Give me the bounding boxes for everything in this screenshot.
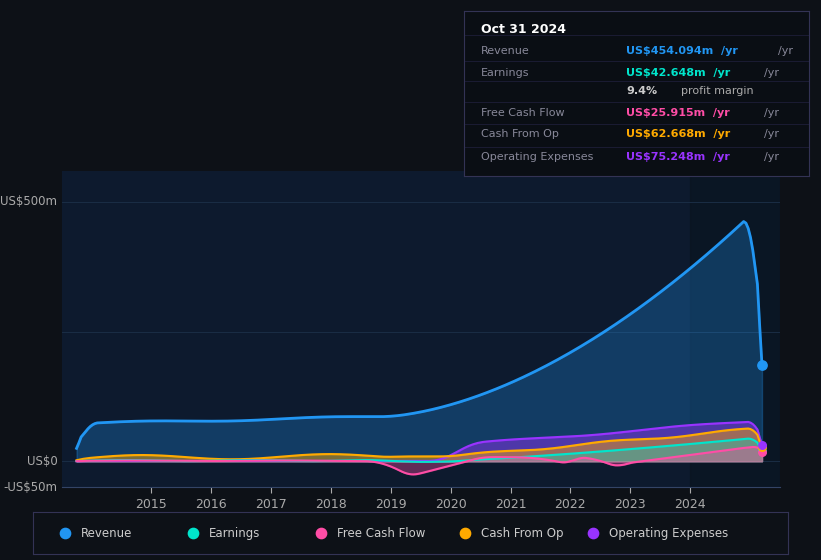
Point — [587, 529, 600, 538]
Text: Revenue: Revenue — [80, 527, 132, 540]
Text: Earnings: Earnings — [481, 68, 530, 78]
Text: Revenue: Revenue — [481, 46, 530, 56]
Text: /yr: /yr — [764, 108, 779, 118]
Text: Earnings: Earnings — [209, 527, 260, 540]
Text: US$62.668m  /yr: US$62.668m /yr — [626, 129, 730, 139]
Point — [314, 529, 328, 538]
Point — [458, 529, 471, 538]
Text: Cash From Op: Cash From Op — [481, 527, 563, 540]
Text: US$454.094m  /yr: US$454.094m /yr — [626, 46, 738, 56]
Text: -US$50m: -US$50m — [3, 480, 57, 494]
Text: US$500m: US$500m — [0, 195, 57, 208]
Text: US$0: US$0 — [26, 455, 57, 468]
Point — [755, 447, 768, 456]
Text: US$42.648m  /yr: US$42.648m /yr — [626, 68, 730, 78]
Text: US$75.248m  /yr: US$75.248m /yr — [626, 152, 730, 162]
Text: Oct 31 2024: Oct 31 2024 — [481, 23, 566, 36]
Point — [755, 443, 768, 452]
Text: Cash From Op: Cash From Op — [481, 129, 559, 139]
Point — [58, 529, 71, 538]
Text: Free Cash Flow: Free Cash Flow — [481, 108, 565, 118]
Text: Operating Expenses: Operating Expenses — [481, 152, 594, 162]
Text: /yr: /yr — [764, 68, 779, 78]
Point — [186, 529, 200, 538]
Bar — [690, 171, 780, 487]
Text: Free Cash Flow: Free Cash Flow — [337, 527, 425, 540]
Point — [755, 361, 768, 370]
Point — [755, 447, 768, 456]
Point — [755, 440, 768, 449]
Text: US$25.915m  /yr: US$25.915m /yr — [626, 108, 730, 118]
Text: profit margin: profit margin — [681, 86, 754, 96]
Text: /yr: /yr — [764, 129, 779, 139]
Text: 9.4%: 9.4% — [626, 86, 657, 96]
Text: /yr: /yr — [777, 46, 792, 56]
Text: Operating Expenses: Operating Expenses — [609, 527, 728, 540]
Text: /yr: /yr — [764, 152, 779, 162]
